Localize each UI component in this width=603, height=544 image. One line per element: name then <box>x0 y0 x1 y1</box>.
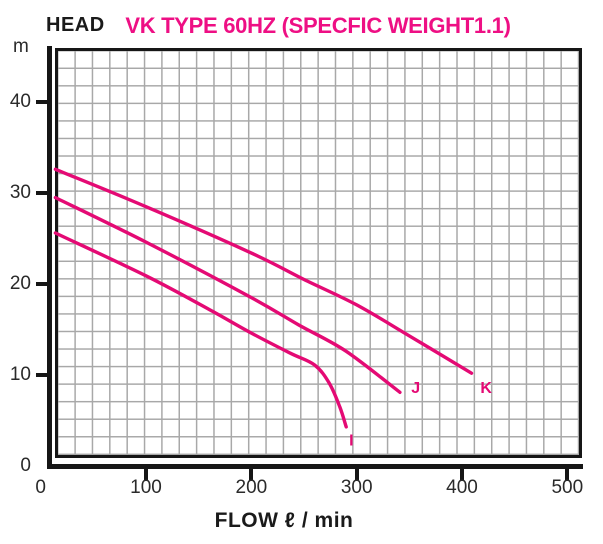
x-tick-100 <box>144 469 149 481</box>
x-tick-500 <box>565 469 570 481</box>
x-tick-label-300: 300 <box>340 477 373 498</box>
x-tick-label-200: 200 <box>235 477 268 498</box>
x-tick-200 <box>249 469 254 481</box>
y-tick-30 <box>36 191 48 195</box>
y-axis-title: HEAD <box>46 14 105 36</box>
y-tick-label-30: 30 <box>9 182 31 203</box>
y-tick-10 <box>36 373 48 377</box>
y-tick-label-0: 0 <box>20 455 31 476</box>
y-tick-label-40: 40 <box>9 91 31 112</box>
y-tick-40 <box>36 100 48 104</box>
x-tick-300 <box>354 469 359 481</box>
chart-title: VK TYPE 60HZ (SPECFIC WEIGHT1.1) <box>125 13 511 38</box>
y-tick-label-10: 10 <box>9 364 31 385</box>
plot-area <box>55 48 582 458</box>
y-tick-label-20: 20 <box>9 273 31 294</box>
x-axis-title: FLOW ℓ / min <box>214 509 354 532</box>
x-tick-label-400: 400 <box>446 477 478 498</box>
y-axis-unit-label: m <box>13 36 29 57</box>
y-axis-line <box>47 46 52 469</box>
x-axis-line <box>47 464 583 469</box>
x-tick-label-100: 100 <box>130 477 162 498</box>
grid-lines <box>58 51 579 455</box>
y-tick-20 <box>36 282 48 286</box>
x-tick-400 <box>460 469 465 481</box>
x-tick-label-0: 0 <box>35 477 46 498</box>
x-tick-label-500: 500 <box>551 477 584 498</box>
